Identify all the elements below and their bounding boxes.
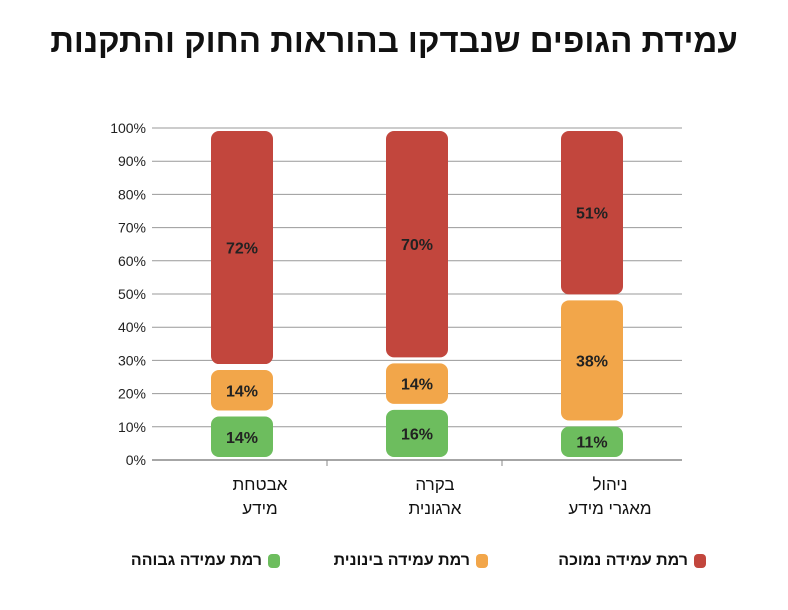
bar-segment: [211, 370, 273, 411]
y-tick-label: 50%: [118, 286, 146, 302]
bar-segment: [211, 416, 273, 457]
y-tick-label: 70%: [118, 220, 146, 236]
y-tick-label: 10%: [118, 419, 146, 435]
bar-segment: [386, 131, 448, 358]
y-tick-label: 0%: [126, 452, 146, 468]
legend-item-low: רמת עמידה נמוכה: [558, 552, 706, 570]
bar-segment: [561, 131, 623, 295]
data-label: 70%: [401, 237, 433, 254]
legend-swatch-high: [268, 554, 280, 568]
bar-segment: [561, 426, 623, 457]
bar-segment: [211, 131, 273, 365]
bar-segment: [386, 363, 448, 404]
x-category-label: מאגרי מידע: [568, 499, 651, 518]
bar-segment: [561, 300, 623, 421]
y-tick-label: 20%: [118, 386, 146, 402]
chart-title: עמידת הגופים שנבדקו בהוראות החוק והתקנות: [50, 22, 738, 59]
x-category-label: בקרה: [415, 475, 454, 494]
stacked-bar-chart: 0% 10% 20% 30% 40% 50% 60% 70% 80% 90% 100% 14% 14% 7…: [110, 120, 682, 518]
legend-item-high: רמת עמידה גבוהה: [131, 552, 280, 570]
data-label: 11%: [576, 435, 607, 452]
x-category-label: ניהול: [593, 475, 628, 494]
y-tick-label: 30%: [118, 352, 146, 368]
legend-label-medium: רמת עמידה בינונית: [333, 552, 470, 569]
data-label: 14%: [226, 430, 258, 447]
legend-label-high: רמת עמידה גבוהה: [130, 552, 262, 569]
y-tick-label: 100%: [110, 120, 146, 136]
legend-label-low: רמת עמידה נמוכה: [558, 552, 688, 569]
y-tick-label: 60%: [118, 253, 146, 269]
x-category-label: אבטחת: [233, 475, 288, 494]
x-category-label: מידע: [242, 499, 277, 518]
data-label: 14%: [226, 383, 258, 400]
data-label: 16%: [401, 426, 433, 443]
data-label: 38%: [576, 353, 608, 370]
x-category-label: ארגונית: [409, 499, 462, 518]
bar-segment: [386, 409, 448, 457]
data-label: 51%: [576, 206, 608, 223]
legend-item-medium: רמת עמידה בינונית: [334, 552, 488, 570]
legend-swatch-medium: [476, 554, 488, 568]
legend-swatch-low: [694, 554, 706, 568]
data-label: 14%: [401, 377, 433, 394]
y-tick-label: 40%: [118, 319, 146, 335]
y-tick-label: 80%: [118, 186, 146, 202]
data-label: 72%: [226, 241, 258, 258]
y-tick-label: 90%: [118, 153, 146, 169]
